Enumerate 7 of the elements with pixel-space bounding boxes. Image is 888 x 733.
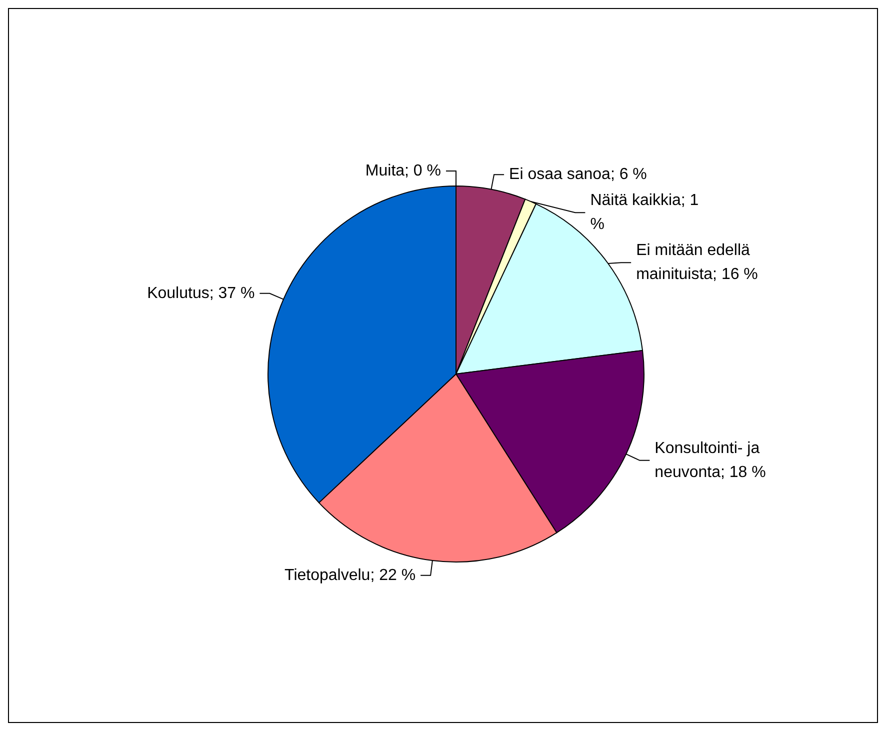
slice-label: Tietopalvelu; 22 % bbox=[284, 566, 416, 584]
legend-label: Muita; 0 % bbox=[365, 162, 441, 180]
slice-label: Koulutus; 37 % bbox=[147, 284, 255, 302]
slice-label: Ei osaa sanoa; 6 % bbox=[509, 166, 647, 184]
slice-label: Näitä kaikkia; 1 % bbox=[590, 192, 704, 234]
slice-label: Ei mitään edellä mainituista; 16 % bbox=[636, 242, 758, 284]
slice-label: Konsultointi- ja neuvonta; 18 % bbox=[654, 440, 766, 481]
